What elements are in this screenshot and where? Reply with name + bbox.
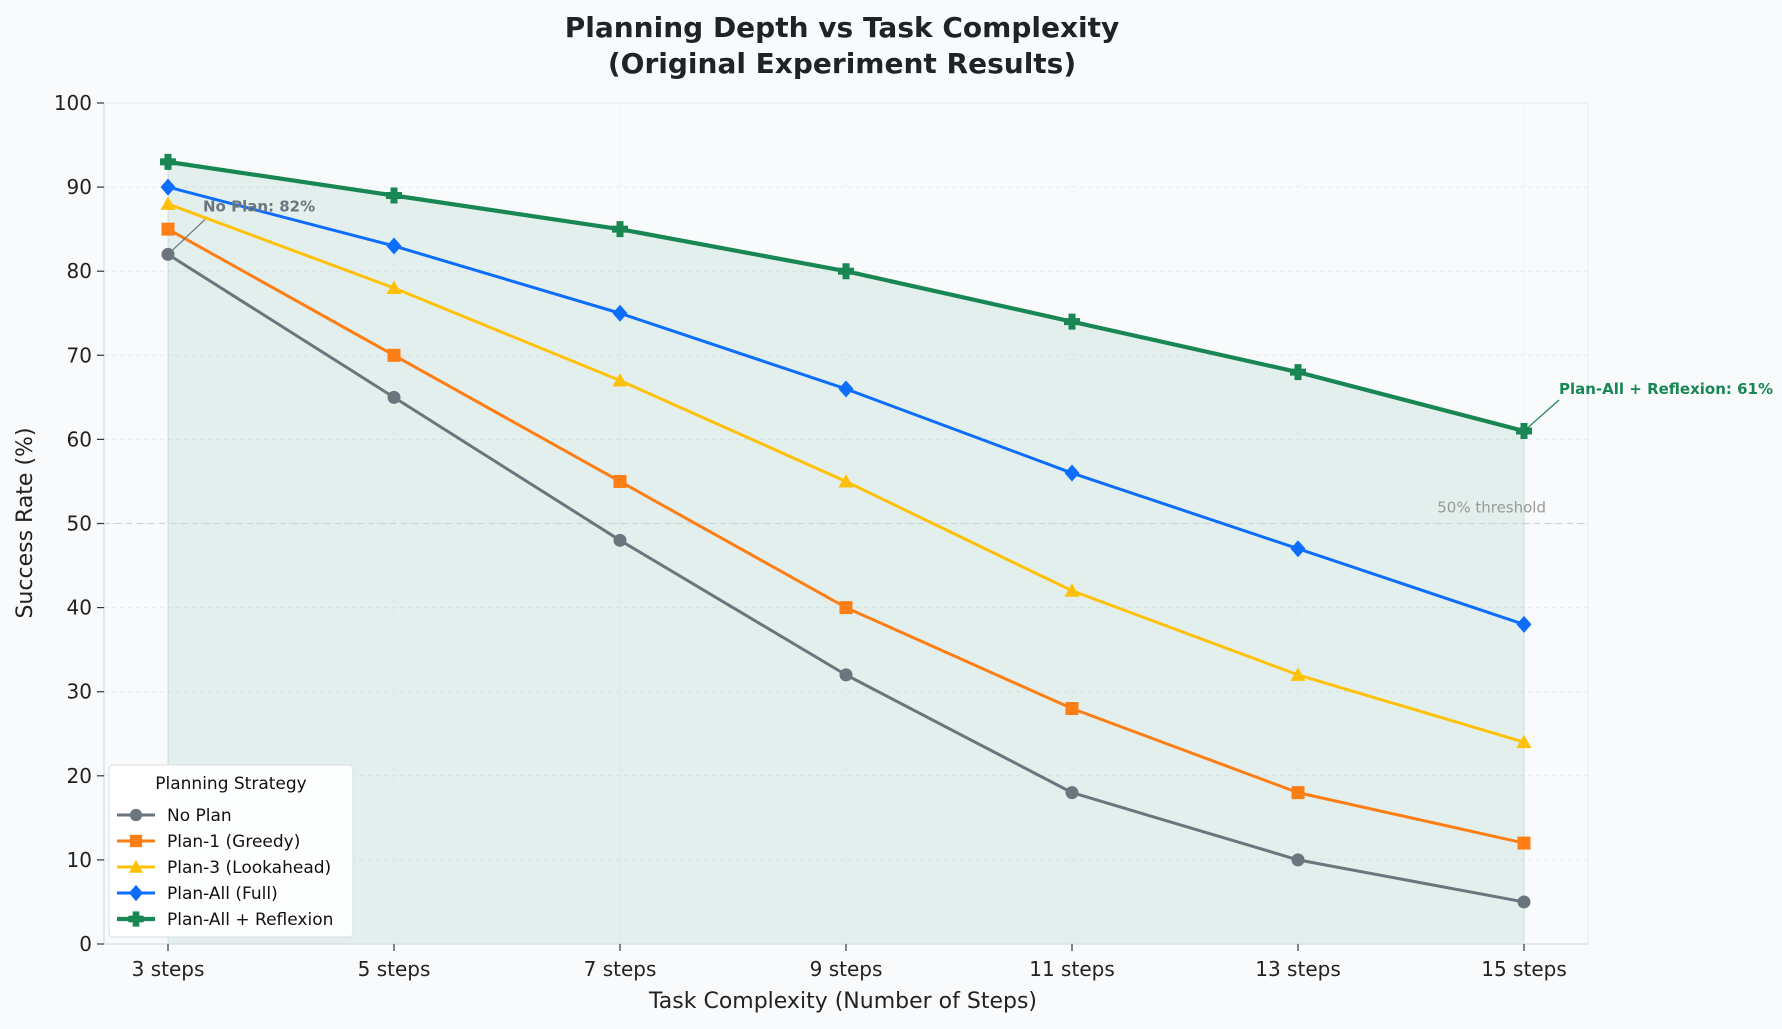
legend-item: Plan-All + Reflexion	[117, 910, 333, 930]
data-point	[839, 668, 853, 682]
annotation-arrow	[1523, 399, 1560, 432]
x-tick-label: 7 steps	[584, 957, 657, 981]
y-tick-label: 100	[54, 91, 92, 115]
legend-box	[108, 764, 354, 938]
data-point	[839, 601, 853, 615]
data-point	[160, 196, 176, 210]
data-point	[612, 373, 628, 387]
y-tick-label: 90	[67, 175, 92, 199]
legend-label: No Plan	[167, 806, 232, 826]
data-point	[1291, 853, 1305, 867]
data-point	[1064, 583, 1080, 597]
legend-title: Planning Strategy	[155, 774, 306, 794]
plot-area: 50% threshold 0 10 20 30 40 50 60 70 80 90 100 3 ste…	[54, 91, 1773, 981]
data-point	[1064, 313, 1080, 330]
y-tick-label: 20	[67, 764, 92, 788]
legend: Planning Strategy No Plan Plan-1 (Greedy) P…	[108, 764, 354, 938]
data-point	[612, 304, 628, 322]
data-point	[838, 263, 854, 280]
legend-swatch-marker	[129, 834, 143, 848]
x-tick-label: 9 steps	[810, 957, 883, 981]
x-tick-label: 11 steps	[1029, 957, 1115, 981]
threshold-label: 50% threshold	[1437, 499, 1546, 517]
data-point	[386, 237, 402, 255]
x-tick-label: 3 steps	[132, 957, 205, 981]
data-point	[613, 474, 627, 488]
legend-item: Plan-All (Full)	[117, 884, 278, 904]
data-point	[1290, 667, 1306, 681]
data-point	[1290, 364, 1306, 381]
data-point	[1517, 836, 1531, 850]
data-point	[838, 380, 854, 398]
legend-label: Plan-1 (Greedy)	[167, 832, 300, 852]
legend-label: Plan-3 (Lookahead)	[167, 858, 331, 878]
y-axis-label: Success Rate (%)	[13, 427, 38, 618]
legend-swatch-marker	[128, 859, 144, 873]
legend-item: Plan-1 (Greedy)	[117, 832, 300, 852]
chart-title-line1: Planning Depth vs Task Complexity	[565, 11, 1120, 44]
data-point	[160, 153, 176, 170]
data-point	[613, 533, 627, 547]
data-point	[387, 390, 401, 404]
legend-swatch-marker	[129, 808, 143, 822]
chart-title-line2: (Original Experiment Results)	[608, 47, 1076, 80]
x-tick-label: 5 steps	[358, 957, 431, 981]
data-point	[1064, 464, 1080, 482]
data-point	[838, 473, 854, 488]
legend-item: Plan-3 (Lookahead)	[117, 858, 331, 878]
data-point	[386, 280, 402, 295]
legend-swatch-marker	[128, 911, 144, 927]
data-point	[386, 187, 402, 204]
data-point	[1065, 702, 1079, 716]
series-plan-all-full	[160, 178, 1532, 633]
data-point	[387, 348, 401, 362]
annotation-label: Plan-All + Reflexion: 61%	[1559, 380, 1773, 398]
x-axis-label: Task Complexity (Number of Steps)	[648, 989, 1037, 1014]
data-point	[1065, 786, 1079, 800]
legend-item: No Plan	[117, 806, 232, 826]
y-tick-label: 70	[67, 343, 92, 367]
data-point	[160, 178, 176, 196]
y-tick-label: 80	[67, 259, 92, 283]
data-point	[1516, 734, 1532, 749]
y-tick-label: 30	[67, 680, 92, 704]
y-tick-label: 50	[67, 512, 92, 536]
data-point	[1291, 786, 1305, 800]
legend-label: Plan-All + Reflexion	[167, 910, 333, 930]
data-point	[1516, 615, 1532, 633]
x-tick-label: 15 steps	[1481, 957, 1567, 981]
series-plan-3-lookahead	[160, 196, 1532, 749]
y-tick-label: 40	[67, 596, 92, 620]
legend-label: Plan-All (Full)	[167, 884, 278, 904]
data-point	[1517, 895, 1531, 909]
data-point	[161, 222, 175, 236]
legend-swatch-marker	[128, 884, 144, 902]
annotation-arrow	[167, 218, 206, 255]
series-plan-1-greedy	[161, 222, 1531, 850]
data-point	[612, 221, 628, 238]
y-tick-label: 60	[67, 427, 92, 451]
y-tick-label: 10	[67, 848, 92, 872]
x-tick-label: 13 steps	[1255, 957, 1341, 981]
annotation-label: No Plan: 82%	[203, 197, 315, 215]
data-point	[1290, 540, 1306, 558]
y-tick-label: 0	[79, 932, 92, 956]
